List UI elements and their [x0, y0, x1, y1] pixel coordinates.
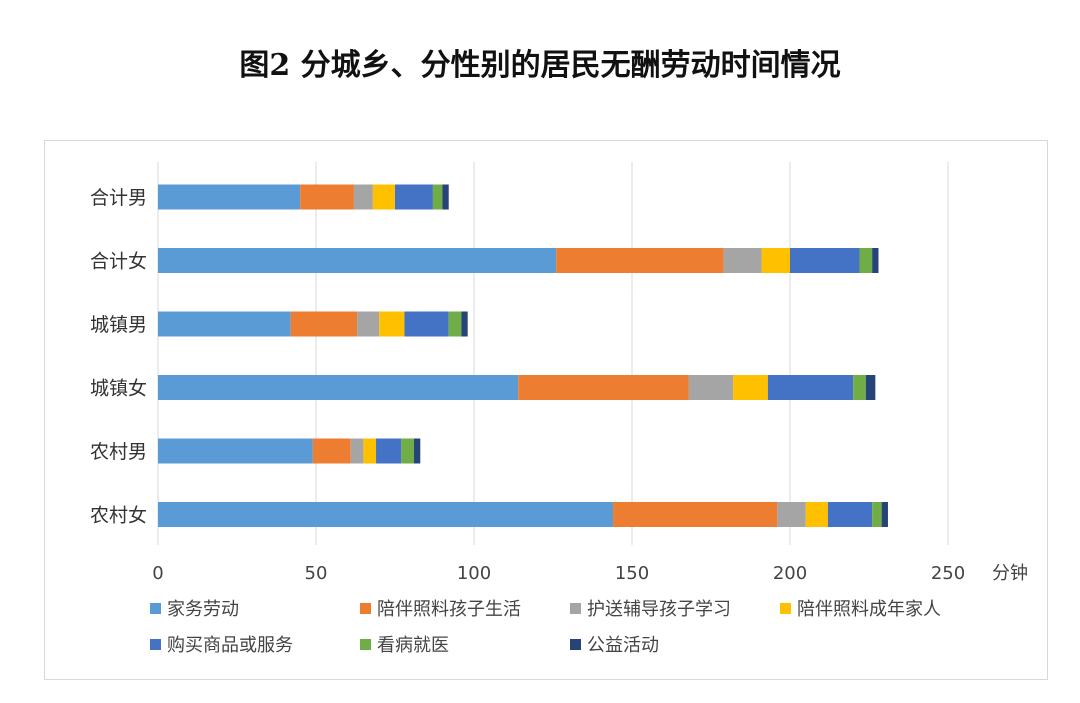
bar-segment: [872, 502, 882, 527]
bar-segment: [805, 502, 828, 527]
bars: [158, 184, 888, 527]
bar-segment: [404, 311, 449, 337]
y-tick-label: 农村男: [90, 441, 147, 463]
legend-label: 家务劳动: [167, 599, 239, 620]
y-tick-label: 合计女: [90, 251, 147, 273]
bar-segment: [158, 502, 614, 527]
bar-segment: [158, 311, 291, 337]
bar-segment: [357, 311, 380, 337]
bar-segment: [461, 311, 468, 337]
y-tick-label: 农村女: [90, 505, 147, 527]
bar-segment: [442, 184, 449, 210]
bar-segment: [872, 248, 879, 273]
legend-item: 公益活动: [570, 631, 780, 657]
legend-swatch: [360, 638, 371, 650]
bar-segment: [353, 184, 373, 210]
bar-segment: [432, 184, 443, 210]
bar-segment: [723, 248, 762, 273]
legend-item: 护送辅导孩子学习: [570, 595, 780, 621]
bar-segment: [761, 248, 790, 273]
x-tick-label: 250: [931, 563, 965, 584]
legend-swatch: [570, 638, 581, 650]
bar-segment: [395, 184, 433, 210]
legend-swatch: [150, 638, 161, 650]
bar-segment: [790, 248, 860, 273]
legend-item: 陪伴照料成年家人: [780, 595, 990, 621]
bar-segment: [865, 375, 876, 400]
bar-segment: [413, 438, 421, 464]
bar-segment: [733, 375, 768, 400]
legend-row-1: 家务劳动 陪伴照料孩子生活 护送辅导孩子学习 陪伴照料成年家人: [150, 590, 990, 626]
bar-segment: [688, 375, 734, 400]
bar-segment: [290, 311, 358, 337]
bar-segment: [372, 184, 395, 210]
legend-row-2: 购买商品或服务 看病就医 公益活动: [150, 626, 990, 662]
x-axis-labels: 0 50 100 150 200 250: [152, 563, 965, 584]
legend-swatch: [360, 602, 371, 614]
legend-item: 家务劳动: [150, 595, 360, 621]
legend-swatch: [150, 602, 161, 614]
bar-segment: [881, 502, 888, 527]
bar-segment: [379, 311, 405, 337]
legend-label: 陪伴照料成年家人: [797, 599, 941, 620]
bar-segment: [556, 248, 724, 273]
legend-label: 护送辅导孩子学习: [587, 599, 731, 620]
legend-label: 公益活动: [587, 635, 659, 656]
bar-segment: [312, 438, 351, 464]
bar-segment: [158, 248, 557, 273]
legend-label: 看病就医: [377, 635, 449, 656]
legend-swatch: [780, 602, 791, 614]
y-tick-label: 合计男: [90, 187, 147, 209]
legend-item: 看病就医: [360, 631, 570, 657]
x-tick-label: 50: [305, 563, 328, 584]
bar-segment: [158, 375, 519, 400]
bar-segment: [300, 184, 354, 210]
legend-swatch: [570, 602, 581, 614]
bar-segment: [401, 438, 414, 464]
y-tick-label: 城镇女: [90, 378, 147, 400]
chart-title: 图2 分城乡、分性别的居民无酬劳动时间情况: [239, 48, 841, 83]
gridlines: [157, 162, 949, 545]
legend-item: 购买商品或服务: [150, 631, 360, 657]
legend-label: 购买商品或服务: [167, 635, 293, 656]
bar-segment: [859, 248, 873, 273]
bar-segment: [363, 438, 377, 464]
bar-segment: [350, 438, 364, 464]
y-tick-label: 城镇男: [90, 314, 147, 336]
bar-segment: [827, 502, 873, 527]
legend: 家务劳动 陪伴照料孩子生活 护送辅导孩子学习 陪伴照料成年家人 购买商品或服务 …: [150, 590, 990, 662]
legend-item: 陪伴照料孩子生活: [360, 595, 570, 621]
bar-segment: [158, 438, 313, 464]
legend-label: 陪伴照料孩子生活: [377, 599, 521, 620]
x-axis-unit: 分钟: [992, 563, 1028, 584]
bar-segment: [376, 438, 402, 464]
bar-segment: [613, 502, 778, 527]
bar-segment: [448, 311, 462, 337]
bar-segment: [767, 375, 854, 400]
bar-segment: [518, 375, 689, 400]
x-tick-label: 100: [457, 563, 491, 584]
x-tick-label: 0: [152, 563, 163, 584]
bar-segment: [777, 502, 806, 527]
chart-frame: [44, 140, 1048, 680]
x-tick-label: 150: [615, 563, 649, 584]
bar-segment: [158, 184, 301, 210]
bar-segment: [853, 375, 866, 400]
x-tick-label: 200: [773, 563, 807, 584]
